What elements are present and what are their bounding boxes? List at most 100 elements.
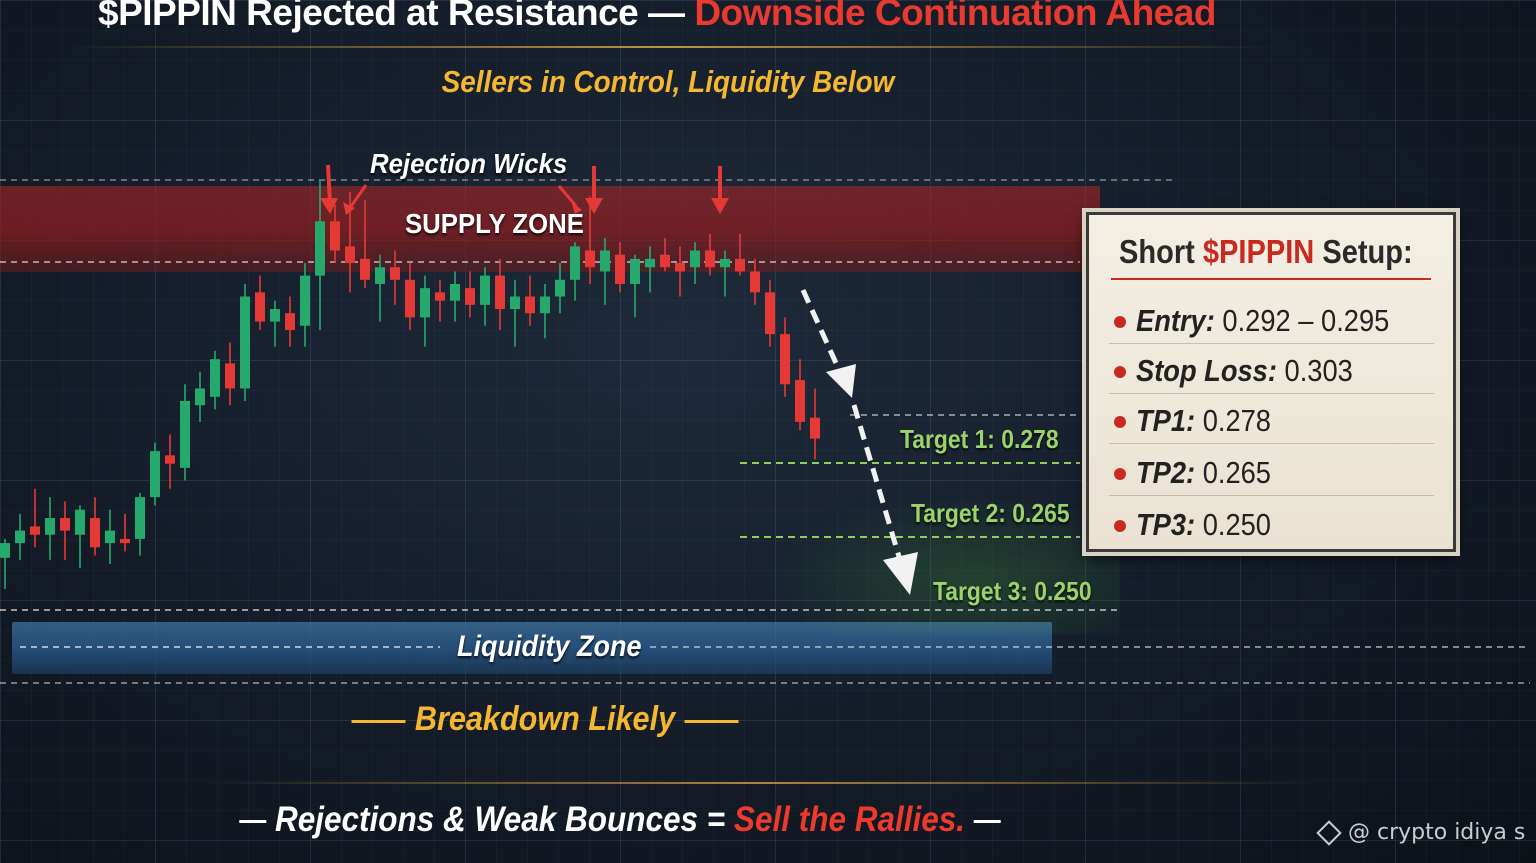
candle-bullish [450,283,460,301]
candle-bearish [345,246,355,264]
title-main: $PIPPIN Rejected at Resistance — [98,0,685,33]
setup-row-entry: Entry: 0.292 – 0.295 [1109,293,1434,344]
candle-bearish [30,526,40,535]
candle-bullish [105,530,115,544]
stop-loss-value: 0.303 [1284,353,1353,388]
projection-arrowhead-2 [883,552,918,595]
candle-bearish [750,271,760,293]
supply-zone-label: SUPPLY ZONE [405,208,584,239]
candle-bearish [255,292,265,322]
candle-bearish [810,417,820,439]
bottom-divider [200,782,1320,784]
bullet-icon [1114,520,1126,532]
tp3-value: 0.250 [1202,507,1271,542]
candle-bullish [645,258,655,268]
candle-bearish [390,267,400,280]
candle-bullish [240,296,250,389]
candle-bullish [480,275,490,305]
subtitle: Sellers in Control, Liquidity Below [441,64,895,99]
bullet-icon [1114,468,1126,480]
candle-bearish [795,380,805,422]
projection-arrow-2 [851,404,903,561]
candle-bearish [225,363,235,389]
tp2-key: TP2: [1136,455,1196,490]
candle-bearish [465,288,475,305]
watermark: @ crypto idiya s [1316,820,1526,846]
arrowhead-4 [571,201,582,214]
projection-arrowhead-1 [826,364,856,398]
entry-value: 0.292 – 0.295 [1222,303,1390,338]
candle-bearish [615,254,625,284]
tagline-accent: Sell the Rallies. [733,800,966,839]
tp3-key: TP3: [1136,507,1196,542]
setup-row-tp3: TP3: 0.250 [1109,497,1434,547]
liquidity-zone-label: Liquidity Zone [457,630,642,663]
candle-bullish [45,518,55,535]
candle-bearish [585,250,595,268]
candle-bullish [570,246,580,280]
candle-bullish [720,258,730,268]
candle-bullish [15,530,25,544]
setup-panel-title: Short $PIPPIN Setup: [1119,233,1413,271]
rejection-arrow-4 [557,185,578,207]
candle-bullish [210,359,220,397]
entry-key: Entry: [1136,303,1215,338]
tagline: Rejections & Weak Bounces = Sell the Ral… [62,800,1178,840]
target-2-label: Target 2: 0.265 [911,498,1070,528]
setup-row-tp2: TP2: 0.265 [1109,445,1434,496]
breakdown-callout: Breakdown Likely [55,700,1036,739]
candle-bearish [405,279,415,318]
setup-panel: Short $PIPPIN Setup: Entry: 0.292 – 0.29… [1086,212,1456,552]
rejection-arrow-2 [348,184,368,209]
candle-bullish [315,221,325,276]
setup-title-underline [1111,278,1431,280]
setup-title-suffix: Setup: [1322,233,1413,270]
candle-bearish [120,538,130,544]
candles-group [0,179,820,590]
tagline-main: Rejections & Weak Bounces = [274,800,726,839]
target-1-label: Target 1: 0.278 [900,424,1059,454]
arrowhead-3 [585,198,603,214]
arrowhead-2 [343,202,355,215]
arrowhead-5 [711,198,729,214]
candle-bearish [285,313,295,330]
page-title: $PIPPIN Rejected at Resistance — Downsid… [98,0,1216,40]
candle-bullish [600,250,610,272]
bullet-icon [1114,416,1126,428]
target-3-label: Target 3: 0.250 [933,576,1092,606]
candle-bearish [495,275,505,310]
candle-bullish [270,309,280,322]
title-accent: Downside Continuation Ahead [694,0,1216,33]
diamond-logo-icon [1316,820,1342,846]
candle-bearish [90,518,100,548]
candle-bearish [360,258,370,280]
candle-bearish [60,518,70,531]
candle-bearish [525,296,535,314]
stop-loss-key: Stop Loss: [1136,353,1277,388]
candle-bullish [300,275,310,326]
bullet-icon [1114,316,1126,328]
candle-bullish [540,296,550,314]
setup-row-stop-loss: Stop Loss: 0.303 [1109,343,1434,394]
candle-bearish [765,292,775,335]
bullet-icon [1114,366,1126,378]
watermark-text: @ crypto idiya s [1348,820,1526,845]
candle-bullish [75,509,85,535]
setup-row-tp1: TP1: 0.278 [1109,393,1434,444]
projection-arrow-1 [800,288,843,374]
candle-bullish [555,279,565,297]
candle-bullish [420,288,430,318]
candle-bullish [375,267,385,284]
tp2-value: 0.265 [1202,455,1271,490]
title-divider [60,46,1280,48]
rejection-arrow-1 [326,164,332,205]
candle-bearish [675,263,685,272]
setup-title-prefix: Short [1119,233,1195,270]
candle-bearish [735,258,745,272]
rejection-wicks-label: Rejection Wicks [370,148,568,179]
candle-bullish [180,401,190,468]
candle-bullish [150,451,160,498]
liquidity-zone-band [12,622,1052,674]
breakdown-dash-right [684,719,739,723]
tp1-key: TP1: [1136,403,1196,438]
